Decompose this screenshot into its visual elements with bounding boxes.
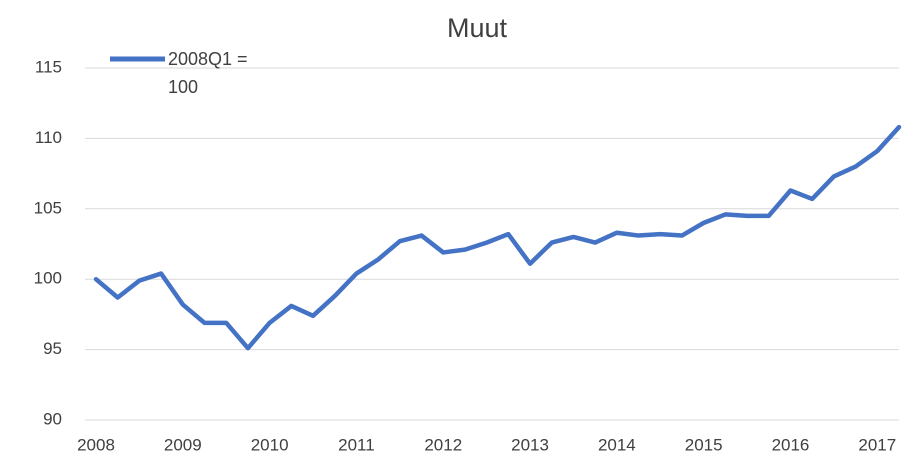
y-tick-label: 105: [34, 198, 62, 217]
y-tick-label: 95: [43, 339, 62, 358]
x-tick-label: 2014: [598, 435, 636, 454]
x-tick-label: 2012: [424, 435, 462, 454]
legend-label: 2008Q1 = 100: [168, 49, 248, 97]
x-tick-label: 2013: [511, 435, 549, 454]
y-tick-label: 115: [35, 57, 62, 76]
chart-title: Muut: [447, 13, 508, 43]
x-tick-label: 2017: [858, 435, 896, 454]
x-tick-label: 2011: [338, 435, 375, 454]
x-tick-label: 2009: [164, 435, 202, 454]
y-tick-label: 100: [34, 269, 62, 288]
x-tick-label: 2008: [77, 435, 115, 454]
y-tick-label: 90: [43, 409, 62, 428]
y-tick-label: 110: [35, 128, 62, 147]
x-tick-label: 2010: [251, 435, 289, 454]
x-tick-label: 2016: [772, 435, 810, 454]
data-line: [93, 124, 902, 351]
x-tick-label: 2015: [685, 435, 723, 454]
